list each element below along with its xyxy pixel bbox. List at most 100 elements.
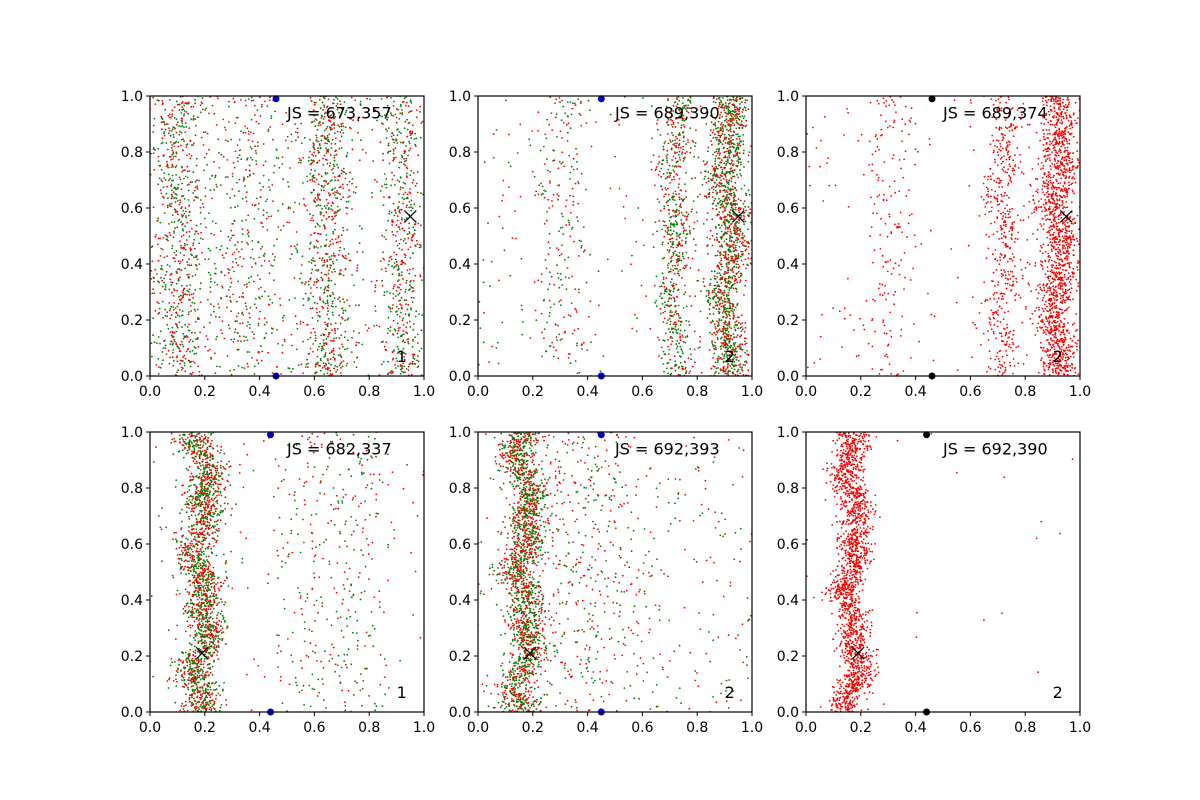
scatter-point — [680, 348, 683, 351]
scatter-point — [238, 190, 240, 193]
scatter-point — [717, 120, 720, 123]
scatter-point — [181, 120, 184, 123]
scatter-point — [226, 176, 229, 178]
y-tick-label: 0.2 — [121, 313, 143, 329]
scatter-point — [662, 282, 665, 285]
scatter-point — [718, 308, 721, 311]
scatter-point — [398, 209, 401, 212]
scatter-point — [737, 207, 740, 210]
scatter-point — [181, 118, 184, 120]
scatter-point — [226, 295, 228, 298]
scatter-point — [183, 254, 186, 257]
scatter-point — [192, 292, 195, 295]
scatter-point — [299, 320, 302, 323]
scatter-point — [667, 208, 670, 211]
scatter-point — [311, 161, 314, 164]
scatter-point — [336, 259, 338, 261]
scatter-point — [336, 197, 339, 200]
scatter-point — [213, 305, 215, 308]
scatter-point — [300, 142, 303, 145]
scatter-point — [547, 288, 549, 291]
scatter-point — [680, 146, 682, 149]
scatter-point — [178, 348, 181, 350]
scatter-point — [744, 205, 747, 208]
scatter-point — [682, 227, 685, 229]
scatter-point — [347, 196, 349, 199]
scatter-point — [727, 298, 730, 301]
scatter-point — [188, 298, 190, 301]
scatter-point — [725, 278, 727, 280]
scatter-point — [396, 313, 399, 316]
scatter-point — [668, 293, 670, 295]
scatter-point — [717, 130, 720, 133]
scatter-point — [362, 278, 365, 281]
scatter-point — [404, 164, 407, 167]
scatter-point — [342, 196, 344, 199]
scatter-point — [170, 130, 173, 132]
scatter-point — [231, 266, 234, 268]
scatter-point — [419, 246, 422, 248]
scatter-point — [561, 244, 563, 247]
scatter-point — [196, 268, 198, 270]
scatter-point — [672, 215, 675, 217]
scatter-point — [609, 113, 612, 116]
scatter-point — [316, 222, 319, 225]
scatter-point — [570, 113, 573, 116]
scatter-point — [740, 334, 743, 337]
scatter-point — [391, 358, 394, 361]
scatter-point — [194, 230, 197, 233]
scatter-point — [394, 234, 397, 237]
scatter-point — [667, 262, 670, 265]
scatter-point — [319, 233, 322, 236]
scatter-point — [325, 173, 327, 176]
scatter-point — [178, 133, 181, 136]
scatter-point — [189, 372, 192, 375]
scatter-point — [173, 187, 176, 190]
scatter-point — [669, 331, 672, 333]
scatter-point — [679, 320, 682, 323]
scatter-point — [339, 131, 342, 134]
scatter-point — [663, 195, 665, 198]
scatter-point — [402, 193, 405, 196]
scatter-point — [321, 101, 324, 104]
scatter-point — [177, 369, 179, 372]
scatter-point — [558, 230, 560, 233]
scatter-point — [181, 310, 184, 312]
scatter-point — [154, 310, 157, 312]
scatter-point — [719, 99, 722, 102]
scatter-point — [728, 133, 730, 136]
scatter-point — [401, 217, 403, 219]
scatter-point — [330, 169, 333, 171]
scatter-point — [396, 280, 399, 283]
scatter-point — [310, 121, 313, 124]
scatter-point — [676, 174, 679, 177]
scatter-point — [663, 142, 666, 145]
scatter-point — [709, 331, 711, 334]
scatter-point — [303, 136, 306, 139]
scatter-point — [714, 341, 716, 344]
scatter-point — [316, 363, 319, 365]
scatter-point — [420, 347, 423, 350]
scatter-point — [388, 210, 391, 213]
scatter-point — [309, 242, 311, 245]
scatter-point — [361, 343, 364, 346]
scatter-point — [725, 115, 728, 117]
scatter-point — [716, 136, 718, 139]
scatter-point — [309, 96, 312, 99]
scatter-point — [672, 175, 675, 178]
scatter-point — [298, 202, 301, 205]
scatter-point — [724, 218, 726, 221]
scatter-point — [164, 315, 167, 317]
scatter-point — [257, 362, 260, 365]
scatter-point — [679, 339, 682, 341]
scatter-point — [336, 98, 339, 100]
scatter-point — [707, 291, 710, 294]
scatter-point — [743, 149, 745, 152]
scatter-point — [236, 156, 239, 159]
scatter-point — [744, 360, 746, 363]
scatter-point — [691, 177, 693, 180]
scatter-point — [719, 263, 722, 266]
scatter-point — [739, 255, 742, 258]
scatter-point — [324, 207, 327, 210]
scatter-point — [396, 230, 399, 233]
